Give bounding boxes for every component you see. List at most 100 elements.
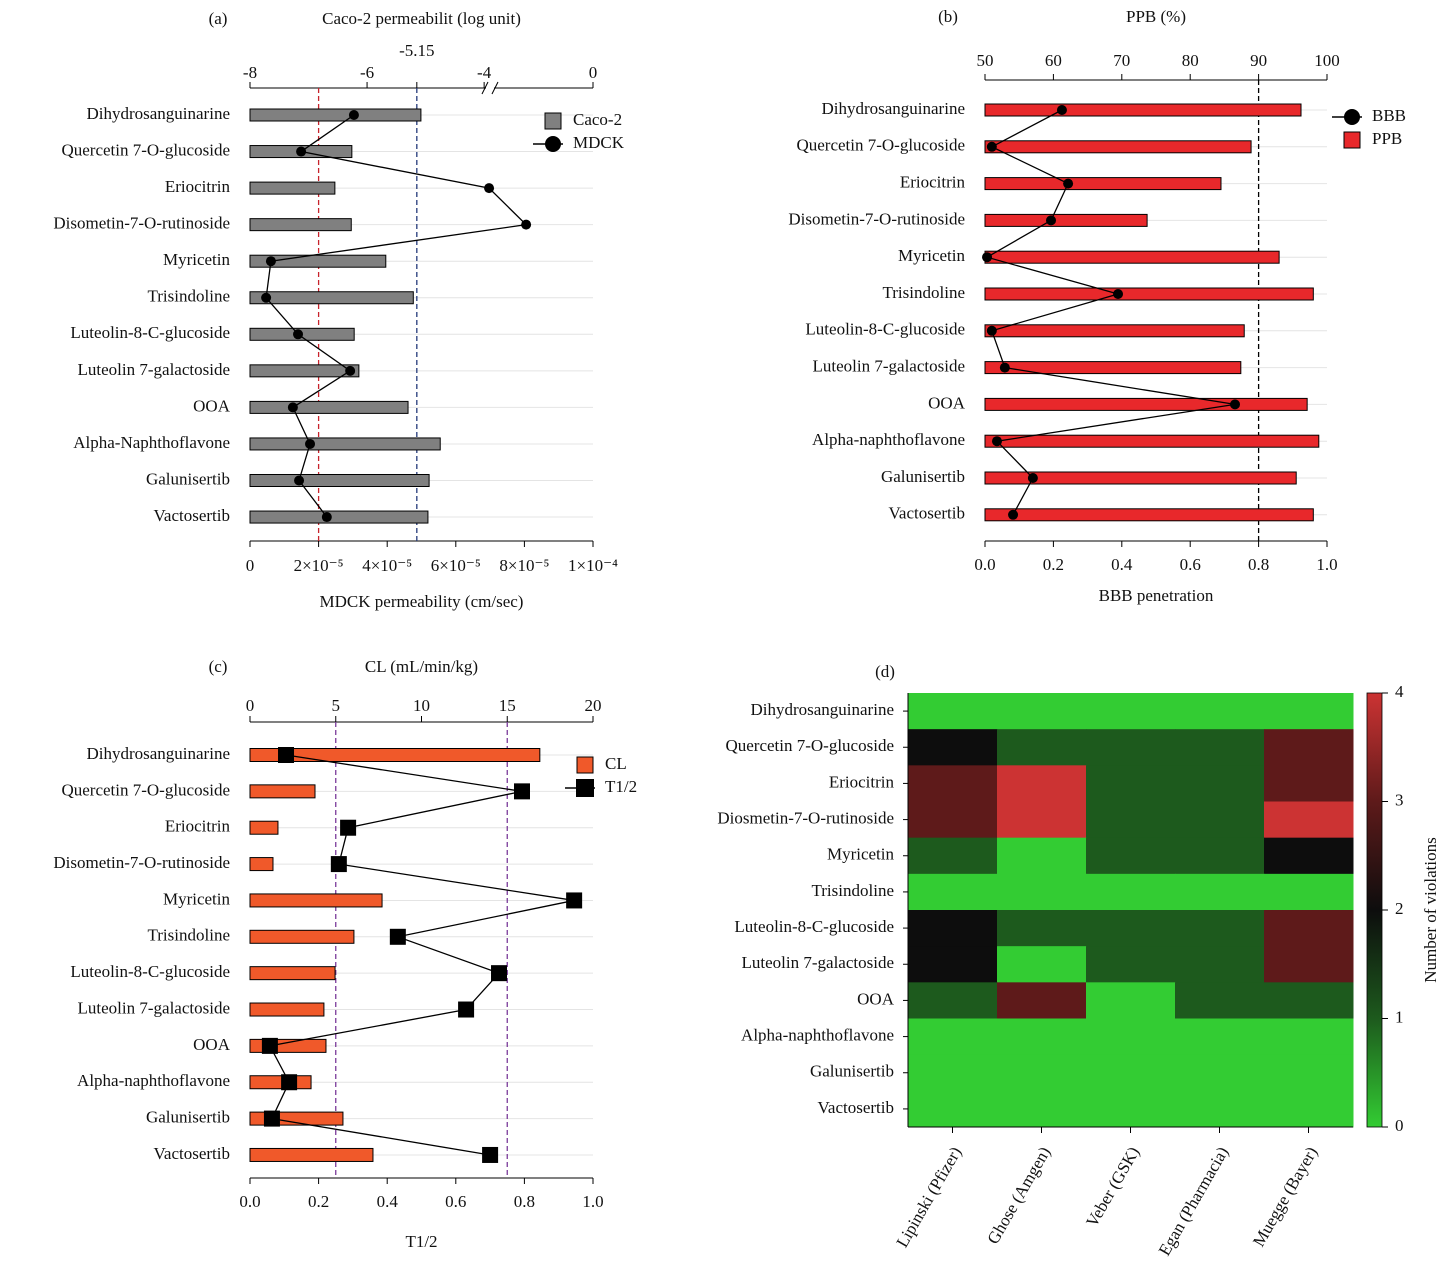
marker <box>999 362 1010 373</box>
bottom-tick-label: 0.6 <box>1180 555 1201 574</box>
heatmap-cell <box>1264 837 1354 875</box>
heatmap-cell <box>908 982 998 1019</box>
category-label: Disometin-7-O-rutinoside <box>53 214 230 233</box>
heatmap-cell <box>1175 873 1265 911</box>
heatmap-cell <box>1175 982 1265 1019</box>
colorbar-tick-label: 2 <box>1395 899 1404 918</box>
legend-label: BBB <box>1372 106 1406 125</box>
marker <box>986 325 997 336</box>
heatmap-cell <box>997 801 1087 839</box>
bottom-tick-label: 2×10⁻⁵ <box>294 556 344 575</box>
bottom-axis-title: MDCK permeability (cm/sec) <box>320 592 524 611</box>
top-tick-label: 100 <box>1314 51 1340 70</box>
heatmap-cell <box>1175 765 1265 802</box>
category-label: Vactosertib <box>889 504 965 523</box>
category-label: Disometin-7-O-rutinoside <box>53 853 230 872</box>
legend-marker <box>576 779 594 797</box>
category-label: Disometin-7-O-rutinoside <box>788 209 965 228</box>
heatmap-cell <box>1086 1018 1176 1056</box>
heatmap-cell <box>997 729 1087 766</box>
row-label: OOA <box>857 989 895 1008</box>
heatmap-cell <box>1175 729 1265 766</box>
top-tick-label: -5.15 <box>399 41 434 60</box>
top-axis-title: Caco-2 permeabilit (log unit) <box>322 9 521 28</box>
heatmap-cell <box>1086 910 1176 947</box>
bottom-tick-label: 0.6 <box>445 1192 466 1211</box>
marker <box>482 1146 499 1163</box>
category-label: Alpha-naphthoflavone <box>77 1071 230 1090</box>
marker <box>348 110 359 120</box>
bar <box>984 508 1314 522</box>
category-label: Myricetin <box>898 246 966 265</box>
marker <box>1046 215 1057 226</box>
category-label: Trisindoline <box>147 926 230 945</box>
bar <box>249 437 441 451</box>
bar <box>249 474 430 487</box>
bar <box>249 966 336 981</box>
legend-swatch <box>576 756 594 774</box>
bottom-tick-label: 0.0 <box>974 555 995 574</box>
bottom-tick-label: 0.0 <box>239 1192 260 1211</box>
column-label: Muegge (Bayer) <box>1249 1143 1321 1249</box>
heatmap-cell <box>997 1054 1087 1092</box>
category-label: OOA <box>193 1035 231 1054</box>
top-tick-label: 5 <box>332 696 341 715</box>
bottom-tick-label: 0.4 <box>377 1192 399 1211</box>
row-label: Trisindoline <box>811 881 894 900</box>
marker <box>287 402 298 413</box>
bar <box>249 1002 325 1017</box>
bar <box>249 1147 374 1162</box>
bar <box>984 213 1148 227</box>
bar <box>249 893 383 908</box>
colorbar-tick-label: 1 <box>1395 1007 1404 1026</box>
top-tick-label: -4 <box>477 63 492 82</box>
bar <box>249 108 422 122</box>
bottom-tick-label: 0 <box>246 556 255 575</box>
bottom-tick-label: 0.4 <box>1111 555 1133 574</box>
colorbar-tick-label: 3 <box>1395 790 1404 809</box>
bar <box>984 434 1320 448</box>
bar <box>249 857 274 872</box>
row-label: Vactosertib <box>818 1098 894 1117</box>
bottom-tick-label: 1.0 <box>1316 555 1337 574</box>
legend-swatch <box>544 112 562 130</box>
category-label: Eriocitrin <box>900 173 966 192</box>
heatmap-cell <box>1175 693 1265 730</box>
bar <box>249 784 316 799</box>
series-line <box>268 754 575 1156</box>
category-label: Dihydrosanguinarine <box>86 104 230 123</box>
series-line <box>265 114 528 518</box>
marker <box>305 438 316 449</box>
colorbar-tick-label: 0 <box>1395 1116 1404 1135</box>
bar <box>249 510 429 524</box>
top-tick-label: 15 <box>499 696 516 715</box>
bar <box>984 177 1222 191</box>
marker <box>491 965 508 982</box>
heatmap-cell <box>997 873 1087 911</box>
top-tick-label: -6 <box>360 63 374 82</box>
legend-marker <box>545 136 561 152</box>
legend-swatch <box>1343 131 1361 149</box>
top-tick-label: -8 <box>243 63 257 82</box>
axis-break <box>491 81 499 95</box>
legend-marker <box>1344 109 1360 125</box>
heatmap-cell <box>1175 946 1265 983</box>
bar <box>249 929 355 944</box>
category-label: Luteolin-8-C-glucoside <box>70 962 230 981</box>
marker <box>278 747 295 763</box>
top-tick-label: 50 <box>977 51 994 70</box>
bar <box>984 103 1302 117</box>
marker <box>281 1074 298 1091</box>
category-label: Quercetin 7-O-glucoside <box>796 136 965 155</box>
panel-label: (b) <box>938 7 958 26</box>
bar <box>249 218 352 232</box>
heatmap-cell <box>908 1054 998 1092</box>
category-label: Luteolin-8-C-glucoside <box>70 323 230 342</box>
heatmap-cell <box>997 910 1087 947</box>
colorbar <box>1366 692 1383 1128</box>
marker <box>982 252 993 263</box>
bottom-tick-label: 0.8 <box>514 1192 535 1211</box>
heatmap-cell <box>997 765 1087 802</box>
bar <box>984 361 1242 375</box>
category-label: Trisindoline <box>147 287 230 306</box>
